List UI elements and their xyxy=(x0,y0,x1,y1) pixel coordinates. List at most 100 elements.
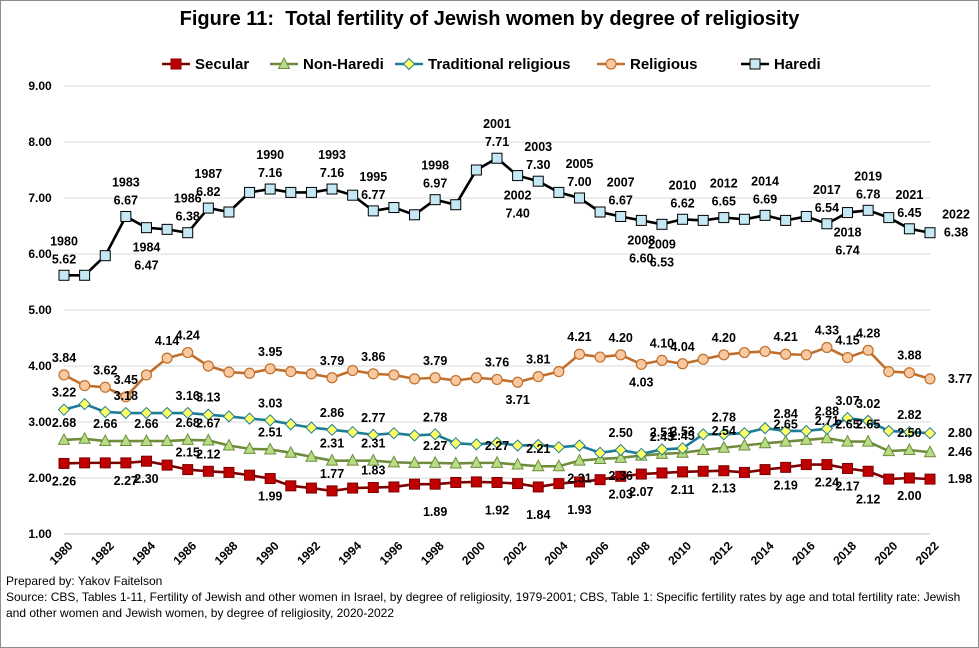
data-label: 2.13 xyxy=(712,482,736,496)
data-label-year: 1990 xyxy=(256,148,284,162)
data-label-value: 6.67 xyxy=(609,193,633,207)
series-religious xyxy=(58,341,936,403)
data-label-year: 1986 xyxy=(174,192,202,206)
data-label-year: 1998 xyxy=(421,159,449,173)
data-point-traditional-religious xyxy=(78,397,91,411)
data-point-religious xyxy=(841,352,854,364)
data-point-religious xyxy=(738,346,751,359)
data-point-religious xyxy=(305,368,318,380)
data-label: 3.79 xyxy=(423,354,447,368)
data-point-secular xyxy=(738,466,750,478)
data-label: 1.98 xyxy=(948,472,972,486)
data-label: 4.28 xyxy=(856,326,880,340)
data-point-religious xyxy=(326,372,338,384)
data-label: 2.51 xyxy=(650,425,674,439)
data-point-traditional-religious xyxy=(367,428,380,442)
y-tick-label: 8.00 xyxy=(28,135,52,149)
data-label: 3.76 xyxy=(485,355,509,369)
y-tick-label: 3.00 xyxy=(28,415,52,429)
data-point-religious xyxy=(243,367,256,379)
data-label: 2.51 xyxy=(258,425,282,439)
data-label: 2.54 xyxy=(712,424,736,438)
y-tick-label: 5.00 xyxy=(28,303,52,317)
data-label: 4.24 xyxy=(176,329,200,343)
data-point-traditional-religious xyxy=(57,403,71,416)
data-point-secular xyxy=(79,457,91,469)
data-label: 4.10 xyxy=(650,336,674,350)
data-label-year: 2005 xyxy=(566,157,594,171)
data-label-year: 2003 xyxy=(524,140,552,154)
data-point-non-haredi xyxy=(160,433,174,447)
data-point-traditional-religious xyxy=(428,428,442,441)
data-label: 2.53 xyxy=(670,424,694,438)
data-label: 2.46 xyxy=(948,445,972,459)
data-point-non-haredi xyxy=(408,455,421,468)
data-point-secular xyxy=(821,459,833,471)
data-label-value: 6.38 xyxy=(176,210,200,224)
data-point-non-haredi xyxy=(57,432,71,445)
data-point-traditional-religious xyxy=(800,424,813,438)
y-tick-label: 2.00 xyxy=(28,471,52,485)
x-tick-label: 2006 xyxy=(583,539,612,568)
legend-label: Traditional religious xyxy=(428,56,571,73)
data-point-religious xyxy=(120,391,132,403)
data-point-non-haredi xyxy=(181,432,195,445)
data-point-haredi xyxy=(697,214,709,226)
data-label-year: 2009 xyxy=(648,237,676,251)
data-point-traditional-religious xyxy=(160,406,174,420)
data-point-non-haredi xyxy=(490,455,504,468)
series-traditional-religious xyxy=(57,397,937,461)
data-label: 2.50 xyxy=(897,426,921,440)
data-label-year: 1984 xyxy=(133,241,161,255)
data-point-secular xyxy=(903,472,915,484)
data-point-secular xyxy=(202,465,214,477)
data-label-value: 7.00 xyxy=(567,175,591,189)
data-point-non-haredi xyxy=(758,436,772,449)
data-point-religious xyxy=(202,360,214,372)
data-label: 4.20 xyxy=(609,331,633,345)
data-label-year: 1993 xyxy=(318,148,346,162)
data-label-value: 6.54 xyxy=(815,201,839,215)
legend-item-non-haredi: Non-Haredi xyxy=(270,56,384,73)
data-point-religious xyxy=(450,374,462,387)
data-point-traditional-religious xyxy=(779,424,792,438)
data-point-non-haredi xyxy=(861,434,875,447)
data-point-haredi xyxy=(264,183,276,195)
data-label-year: 2019 xyxy=(854,169,882,183)
data-label-value: 6.47 xyxy=(134,259,158,273)
data-label: 2.43 xyxy=(650,430,674,444)
legend-marker xyxy=(277,56,291,69)
data-label: 3.16 xyxy=(176,389,200,403)
data-point-religious xyxy=(285,366,297,378)
data-point-haredi xyxy=(615,210,627,222)
data-label: 3.02 xyxy=(856,397,880,411)
y-tick-label: 4.00 xyxy=(28,359,52,373)
data-point-haredi xyxy=(58,269,70,281)
data-label-value: 6.78 xyxy=(856,187,880,201)
data-point-haredi xyxy=(738,213,750,225)
data-point-traditional-religious xyxy=(346,425,359,439)
x-tick-label: 1990 xyxy=(253,539,282,568)
x-tick-label: 1980 xyxy=(47,539,76,568)
data-label-year: 2021 xyxy=(895,188,923,202)
data-point-secular xyxy=(305,482,317,494)
x-tick-label: 2022 xyxy=(913,539,942,568)
legend-marker xyxy=(749,58,761,70)
data-point-haredi xyxy=(223,206,235,218)
data-label: 2.31 xyxy=(567,472,591,486)
data-label: 2.12 xyxy=(196,447,220,461)
data-point-religious xyxy=(408,373,421,385)
data-point-haredi xyxy=(800,210,812,222)
data-point-traditional-religious xyxy=(222,410,236,423)
data-label-year: 2001 xyxy=(483,117,511,131)
data-label: 2.66 xyxy=(93,417,117,431)
data-point-traditional-religious xyxy=(243,412,256,425)
data-label: 2.65 xyxy=(835,418,859,432)
data-point-secular xyxy=(264,473,276,485)
data-point-traditional-religious xyxy=(325,423,339,437)
data-point-secular xyxy=(99,457,111,469)
data-point-non-haredi xyxy=(882,444,896,457)
data-label: 3.81 xyxy=(526,353,550,367)
data-label: 2.21 xyxy=(526,442,550,456)
data-label-year: 2012 xyxy=(710,177,738,191)
